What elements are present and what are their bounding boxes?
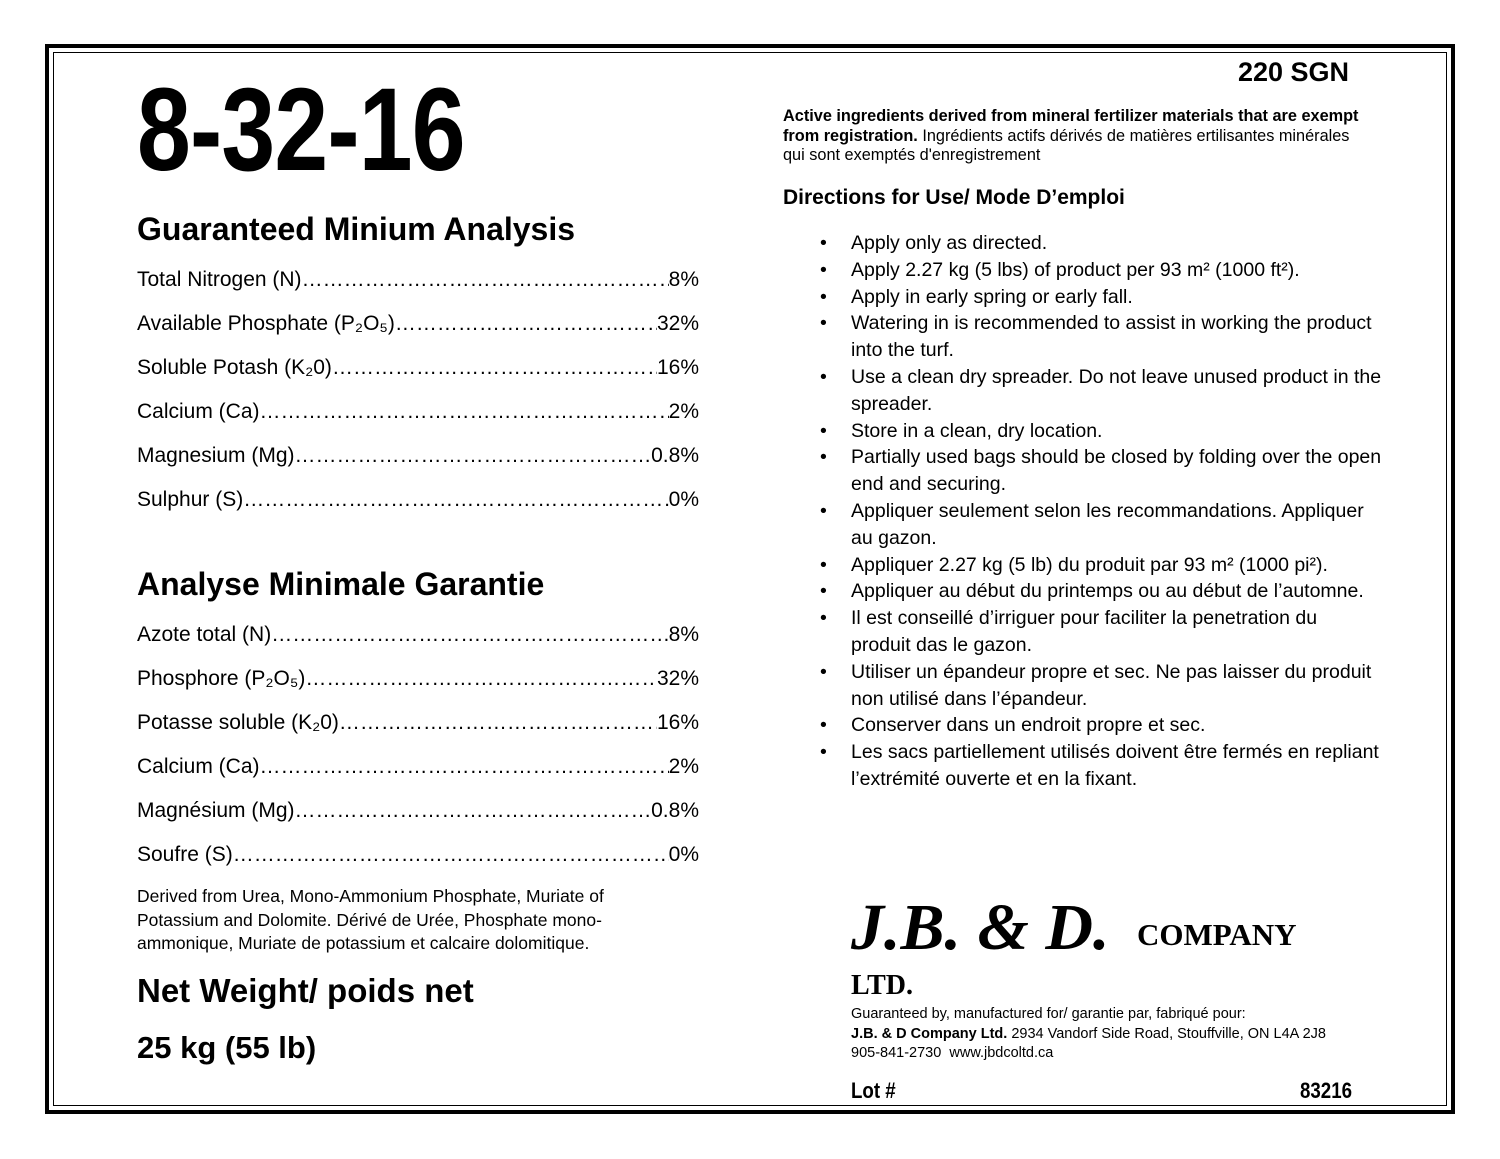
direction-item: Il est conseillé d’irriguer pour facilit… — [820, 605, 1382, 659]
analysis-row: Sulphur (S) 0% — [137, 488, 699, 532]
nutrient-label: Potasse soluble (K₂0) — [137, 711, 339, 734]
net-weight-value: 25 kg (55 lb) — [137, 1030, 317, 1065]
nutrient-value: 16% — [656, 711, 699, 734]
direction-item: Use a clean dry spreader. Do not leave u… — [820, 364, 1382, 418]
nutrient-label: Sulphur (S) — [137, 488, 244, 511]
dot-leader — [295, 799, 652, 843]
direction-item: Les sacs partiellement utilisés doivent … — [820, 739, 1382, 793]
derived-from-text: Derived from Urea, Mono-Ammonium Phospha… — [137, 886, 604, 953]
direction-item: Apply in early spring or early fall. — [820, 284, 1382, 311]
dot-leader — [233, 843, 669, 887]
lot-number: 83216 — [1300, 1078, 1353, 1103]
company-phone: 905-841-2730 — [851, 1045, 942, 1061]
analysis-row: Potasse soluble (K₂0) 16% — [137, 711, 699, 755]
nutrient-value: 8% — [668, 268, 699, 291]
label-border-outer — [45, 44, 1455, 1114]
nutrient-value: 0% — [668, 843, 699, 866]
english-analysis-table: Total Nitrogen (N) 8% Available Phosphate … — [137, 268, 699, 532]
analysis-row: Soufre (S) 0% — [137, 843, 699, 887]
dot-leader — [295, 444, 652, 488]
directions-list: Apply only as directed.Apply 2.27 kg (5 … — [820, 230, 1382, 793]
analysis-row: Available Phosphate (P₂O₅) 32% — [137, 312, 699, 356]
dot-leader — [332, 356, 657, 400]
dot-leader — [305, 667, 657, 711]
nutrient-value: 8% — [668, 623, 699, 646]
product-code: 220 SGN — [1238, 57, 1350, 87]
nutrient-label: Calcium (Ca) — [137, 400, 260, 423]
company-logo-word: COMPANY — [1137, 917, 1297, 952]
analysis-row: Calcium (Ca) 2% — [137, 400, 699, 444]
dot-leader — [260, 400, 669, 444]
nutrient-label: Available Phosphate (P₂O₅) — [137, 312, 395, 335]
dot-leader — [260, 755, 669, 799]
company-name: J.B. & D Company Ltd. — [851, 1025, 1008, 1042]
direction-item: Apply only as directed. — [820, 230, 1382, 257]
nutrient-label: Calcium (Ca) — [137, 755, 260, 778]
nutrient-label: Total Nitrogen (N) — [137, 268, 302, 291]
nutrient-label: Soufre (S) — [137, 843, 233, 866]
directions-heading: Directions for Use/ Mode D’emploi — [783, 186, 1125, 209]
direction-item: Appliquer au début du printemps ou au dé… — [820, 578, 1382, 605]
direction-item: Watering in is recommended to assist in … — [820, 310, 1382, 364]
nutrient-value: 2% — [668, 755, 699, 778]
french-analysis-table: Azote total (N) 8% Phosphore (P₂O₅) 32% Pota… — [137, 623, 699, 887]
nutrient-label: Soluble Potash (K₂0) — [137, 356, 332, 379]
nutrient-value: 0% — [668, 488, 699, 511]
active-ingredients-french: Ingrédients actifs dérivés de matières e… — [783, 126, 1350, 165]
analysis-row: Azote total (N) 8% — [137, 623, 699, 667]
company-logo-ltd: LTD. — [851, 970, 914, 1001]
nutrient-value: 16% — [656, 356, 699, 379]
nutrient-value: 0.8% — [651, 799, 699, 822]
fertilizer-grade: 8-32-16 — [137, 64, 466, 196]
nutrient-label: Magnésium (Mg) — [137, 799, 295, 822]
analysis-row: Total Nitrogen (N) 8% — [137, 268, 699, 312]
dot-leader — [339, 711, 657, 755]
direction-item: Appliquer 2.27 kg (5 lb) du produit par … — [820, 552, 1382, 579]
french-analysis-heading: Analyse Minimale Garantie — [137, 566, 545, 602]
nutrient-value: 32% — [656, 667, 699, 690]
dot-leader — [395, 312, 657, 356]
dot-leader — [243, 488, 668, 532]
nutrient-label: Azote total (N) — [137, 623, 272, 646]
english-analysis-heading: Guaranteed Minium Analysis — [137, 211, 576, 247]
lot-label: Lot # — [851, 1078, 896, 1103]
direction-item: Appliquer seulement selon les recommanda… — [820, 498, 1382, 552]
analysis-row: Magnésium (Mg) 0.8% — [137, 799, 699, 843]
company-logo: J.B. & D. — [851, 891, 1110, 964]
dot-leader — [271, 623, 668, 667]
nutrient-label: Phosphore (P₂O₅) — [137, 667, 306, 690]
label-border-inner — [53, 52, 1447, 1106]
analysis-row: Magnesium (Mg) 0.8% — [137, 444, 699, 488]
direction-item: Partially used bags should be closed by … — [820, 444, 1382, 498]
analysis-row: Soluble Potash (K₂0) 16% — [137, 356, 699, 400]
active-ingredients-english: Active ingredients derived from mineral … — [783, 107, 1359, 145]
manufacturer-info: Guaranteed by, manufactured for/ garanti… — [851, 1005, 1326, 1064]
direction-item: Store in a clean, dry location. — [820, 418, 1382, 445]
direction-item: Conserver dans un endroit propre et sec. — [820, 712, 1382, 739]
company-address: 2934 Vandorf Side Road, Stouffville, ON … — [1007, 1025, 1326, 1042]
direction-item: Utiliser un épandeur propre et sec. Ne p… — [820, 659, 1382, 713]
net-weight-label: Net Weight/ poids net — [137, 972, 474, 1009]
nutrient-value: 32% — [656, 312, 699, 335]
active-ingredients-note: Active ingredients derived from mineral … — [783, 107, 1363, 166]
nutrient-value: 2% — [668, 400, 699, 423]
company-website: www.jbdcoltd.ca — [949, 1045, 1054, 1061]
analysis-row: Phosphore (P₂O₅) 32% — [137, 667, 699, 711]
analysis-row: Calcium (Ca) 2% — [137, 755, 699, 799]
nutrient-value: 0.8% — [651, 444, 699, 467]
guaranteed-by: Guaranteed by, manufactured for/ garanti… — [851, 1006, 1246, 1022]
nutrient-label: Magnesium (Mg) — [137, 444, 295, 467]
direction-item: Apply 2.27 kg (5 lbs) of product per 93 … — [820, 257, 1382, 284]
dot-leader — [302, 268, 669, 312]
